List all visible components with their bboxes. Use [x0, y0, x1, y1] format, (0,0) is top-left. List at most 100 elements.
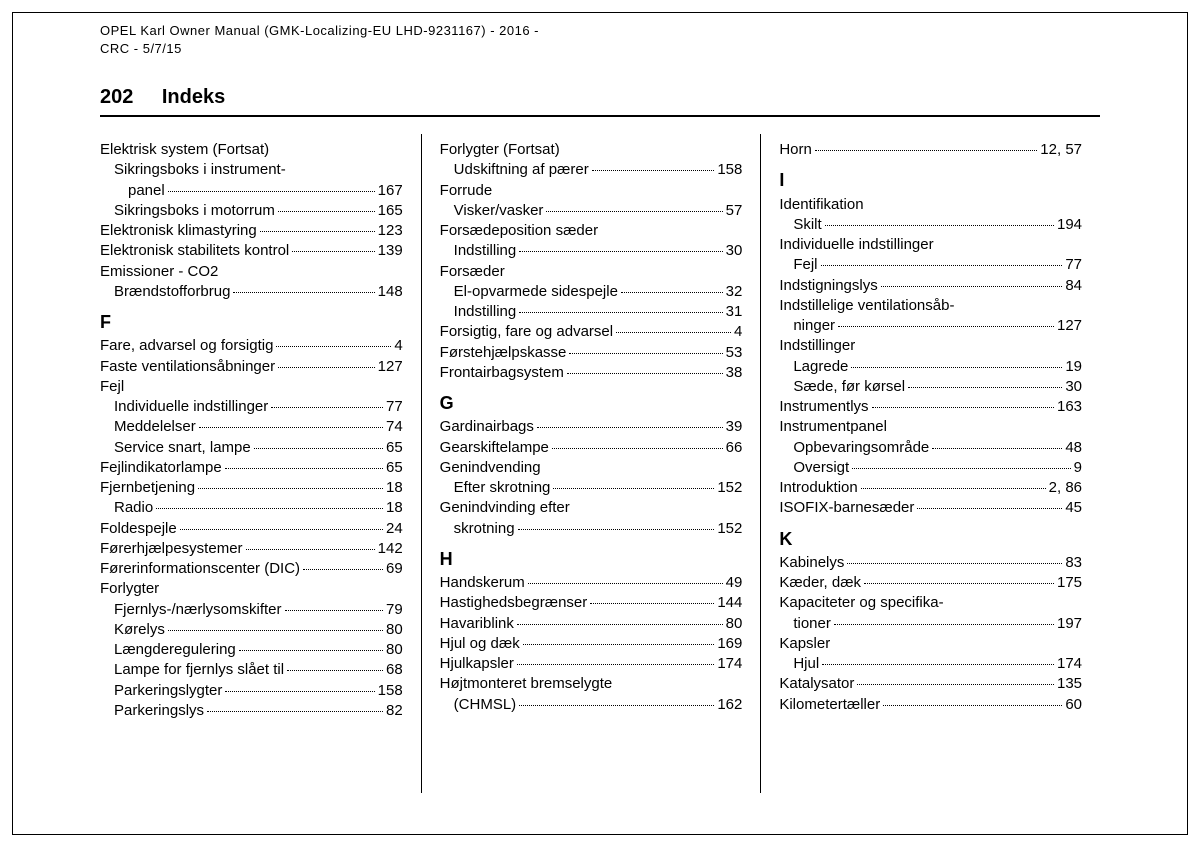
index-entry-page: 77 [386, 397, 403, 417]
index-entry-page: 80 [386, 620, 403, 640]
index-entry-page: 167 [378, 181, 403, 201]
index-entry-page: 82 [386, 701, 403, 721]
index-entry-label: Førstehjælpskasse [440, 343, 567, 363]
index-entry-page: 2, 86 [1049, 478, 1082, 498]
index-entry: Hastighedsbegrænser144 [440, 593, 743, 613]
index-entry: Instrumentlys163 [779, 397, 1082, 417]
index-entry-page: 79 [386, 600, 403, 620]
leader-dots [519, 251, 722, 252]
leader-dots [199, 427, 383, 428]
index-entry: Gardinairbags39 [440, 417, 743, 437]
index-column-1: Elektrisk system (Fortsat)Sikringsboks i… [100, 134, 421, 793]
leader-dots [207, 711, 383, 712]
index-entry-label: Indstillinger [779, 336, 855, 356]
index-columns: Elektrisk system (Fortsat)Sikringsboks i… [100, 134, 1100, 793]
leader-dots [225, 468, 383, 469]
index-entry-page: 4 [394, 336, 402, 356]
index-entry-label: Længderegulering [114, 640, 236, 660]
index-entry: Fare, advarsel og forsigtig4 [100, 336, 403, 356]
index-entry: Radio18 [100, 498, 403, 518]
index-entry-label: Elektronisk klimastyring [100, 221, 257, 241]
index-entry-page: 158 [378, 681, 403, 701]
leader-dots [276, 346, 391, 347]
leader-dots [519, 312, 722, 313]
leader-dots [815, 150, 1037, 151]
index-entry: Havariblink80 [440, 614, 743, 634]
index-entry-label: skrotning [454, 519, 515, 539]
index-entry: Fejlindikatorlampe65 [100, 458, 403, 478]
index-entry: Indstillelige ventilationsåb- [779, 296, 1082, 316]
index-entry-label: Forrude [440, 181, 493, 201]
index-entry-page: 169 [717, 634, 742, 654]
index-entry-label: Oversigt [793, 458, 849, 478]
index-entry: Hjul og dæk169 [440, 634, 743, 654]
leader-dots [569, 353, 722, 354]
index-entry-label: Elektrisk system (Fortsat) [100, 140, 269, 160]
index-entry-page: 60 [1065, 695, 1082, 715]
index-entry-label: Kapsler [779, 634, 830, 654]
leader-dots [278, 211, 375, 212]
index-section-letter: G [440, 391, 743, 415]
index-entry: Førstehjælpskasse53 [440, 343, 743, 363]
index-entry-label: Genindvending [440, 458, 541, 478]
leader-dots [552, 448, 723, 449]
index-entry-label: panel [128, 181, 165, 201]
index-entry: Gearskiftelampe66 [440, 438, 743, 458]
index-entry-label: Gardinairbags [440, 417, 534, 437]
index-entry-label: Førerinformationscenter (DIC) [100, 559, 300, 579]
leader-dots [864, 583, 1054, 584]
index-entry: Udskiftning af pærer158 [440, 160, 743, 180]
index-entry-page: 18 [386, 498, 403, 518]
index-column-3: Horn12, 57IIdentifikationSkilt194Individ… [760, 134, 1100, 793]
document-header: OPEL Karl Owner Manual (GMK-Localizing-E… [100, 22, 539, 57]
leader-dots [621, 292, 723, 293]
index-entry: Sikringsboks i instrument- [100, 160, 403, 180]
index-entry-page: 152 [717, 519, 742, 539]
index-entry-page: 83 [1065, 553, 1082, 573]
index-entry-page: 84 [1065, 276, 1082, 296]
index-entry-page: 152 [717, 478, 742, 498]
leader-dots [271, 407, 383, 408]
index-entry-page: 48 [1065, 438, 1082, 458]
index-entry-label: Kabinelys [779, 553, 844, 573]
index-entry-page: 49 [726, 573, 743, 593]
index-entry: (CHMSL)162 [440, 695, 743, 715]
leader-dots [822, 664, 1054, 665]
index-entry: Fjernbetjening18 [100, 478, 403, 498]
index-entry: ISOFIX-barnesæder45 [779, 498, 1082, 518]
index-entry-page: 80 [726, 614, 743, 634]
index-entry-page: 66 [726, 438, 743, 458]
index-entry-label: ISOFIX-barnesæder [779, 498, 914, 518]
index-entry: Visker/vasker57 [440, 201, 743, 221]
index-entry: Indstilling31 [440, 302, 743, 322]
index-entry: Kabinelys 83 [779, 553, 1082, 573]
index-entry-label: Sikringsboks i motorrum [114, 201, 275, 221]
index-section-letter: H [440, 547, 743, 571]
leader-dots [254, 448, 383, 449]
index-entry-label: Introduktion [779, 478, 857, 498]
index-entry-label: Hastighedsbegrænser [440, 593, 588, 613]
index-entry-label: Fejl [793, 255, 817, 275]
index-entry: Indstillinger [779, 336, 1082, 356]
leader-dots [292, 251, 374, 252]
index-entry-label: Lampe for fjernlys slået til [114, 660, 284, 680]
leader-dots [517, 664, 714, 665]
index-entry-page: 80 [386, 640, 403, 660]
index-entry: Forsæder [440, 262, 743, 282]
leader-dots [590, 603, 714, 604]
index-entry-label: Sæde, før kørsel [793, 377, 905, 397]
index-entry-label: Identifikation [779, 195, 863, 215]
index-entry: Genindvinding efter [440, 498, 743, 518]
index-entry: Kapaciteter og specifika- [779, 593, 1082, 613]
index-entry: Elektrisk system (Fortsat) [100, 140, 403, 160]
index-entry: Indstigningslys84 [779, 276, 1082, 296]
index-entry: Forrude [440, 181, 743, 201]
index-entry-page: 31 [726, 302, 743, 322]
index-entry-label: Hjul [793, 654, 819, 674]
index-entry-page: 65 [386, 458, 403, 478]
index-entry-page: 139 [378, 241, 403, 261]
index-entry-label: Skilt [793, 215, 821, 235]
leader-dots [517, 624, 723, 625]
index-entry-page: 32 [726, 282, 743, 302]
index-entry: Førerhjælpesystemer142 [100, 539, 403, 559]
